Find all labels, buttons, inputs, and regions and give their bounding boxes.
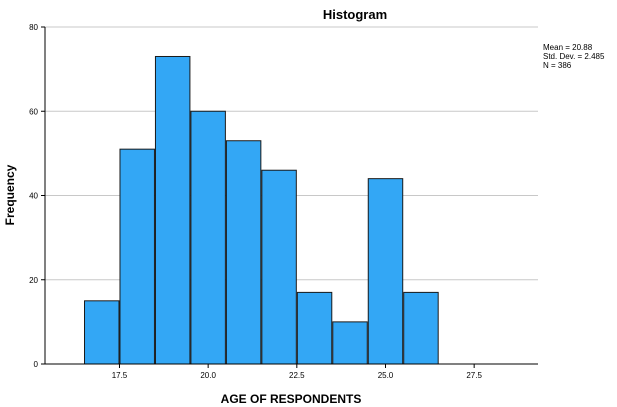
x-tick-label-4: 27.5	[466, 371, 482, 380]
y-axis-title: Frequency	[3, 164, 17, 225]
stats-n: N = 386	[543, 61, 572, 70]
bars-group	[84, 55, 439, 365]
x-tick-label-3: 25.0	[378, 371, 394, 380]
chart-title: Histogram	[323, 7, 387, 22]
histogram-bar-3	[190, 110, 226, 365]
stats-box: Mean = 20.88 Std. Dev. = 2.485 N = 386	[543, 43, 605, 70]
histogram-bar-7	[332, 321, 368, 365]
x-tick-labels: 17.5 20.0 22.5 25.0 27.5	[112, 364, 482, 380]
y-tick-labels: 0 20 40 60 80	[29, 23, 45, 369]
y-tick-label-3: 60	[29, 107, 38, 116]
histogram-bar-6	[296, 291, 333, 365]
histogram-bar-5	[261, 169, 297, 365]
stats-std-dev: Std. Dev. = 2.485	[543, 52, 605, 61]
y-tick-label-4: 80	[29, 23, 38, 32]
histogram-bar-1	[119, 148, 155, 365]
x-tick-label-2: 22.5	[289, 371, 305, 380]
x-tick-label-0: 17.5	[112, 371, 128, 380]
stats-mean: Mean = 20.88	[543, 43, 593, 52]
x-tick-label-1: 20.0	[200, 371, 216, 380]
x-axis-title: AGE OF RESPONDENTS	[221, 392, 362, 406]
y-tick-label-2: 40	[29, 192, 38, 201]
histogram-bar-9	[403, 291, 439, 365]
y-tick-label-1: 20	[29, 276, 38, 285]
histogram-bar-2	[154, 55, 191, 365]
histogram-bar-0	[84, 300, 120, 365]
histogram-bar-8	[367, 178, 404, 365]
histogram-bar-4	[225, 140, 262, 365]
y-tick-label-0: 0	[34, 360, 39, 369]
